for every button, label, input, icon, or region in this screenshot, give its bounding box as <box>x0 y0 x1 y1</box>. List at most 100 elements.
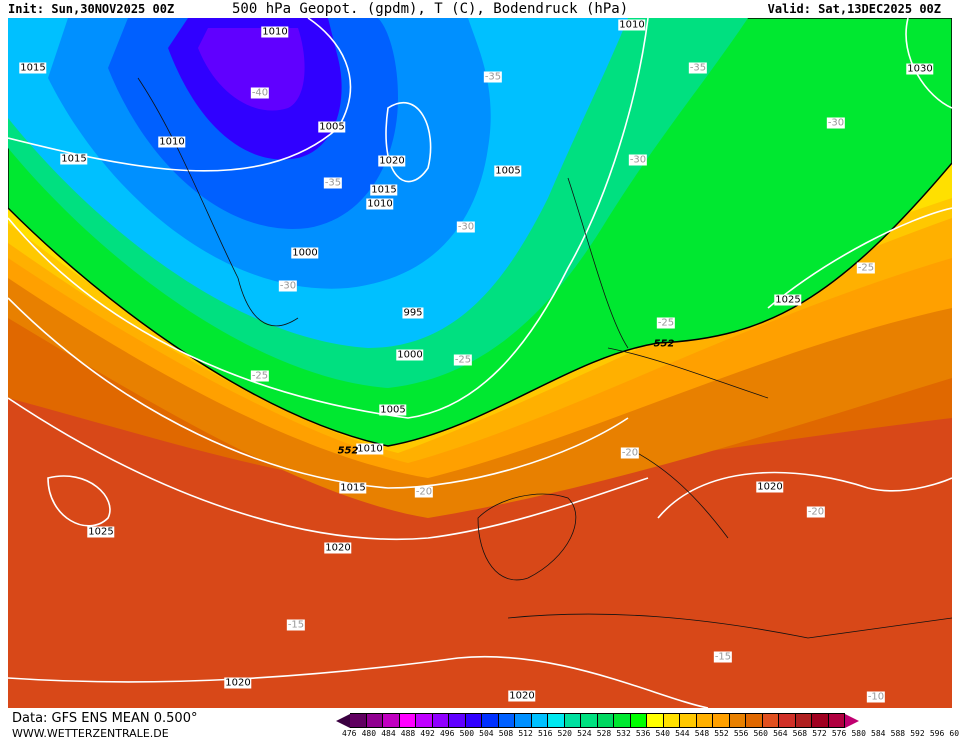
website-url: WWW.WETTERZENTRALE.DE <box>12 727 169 740</box>
legend-swatch <box>779 713 796 728</box>
legend-swatch <box>795 713 812 728</box>
legend-tick: 596 <box>929 729 945 738</box>
legend-swatch <box>828 713 845 728</box>
legend-swatch <box>548 713 565 728</box>
isotherm-label: -25 <box>856 262 876 274</box>
legend-tick: 560 <box>753 729 768 738</box>
data-source: Data: GFS ENS MEAN 0.500° <box>12 711 198 726</box>
isotherm-label: -35 <box>323 177 343 189</box>
isotherm-label: -10 <box>866 691 886 703</box>
isobar-label: 1010 <box>618 19 646 31</box>
isobar-label: 1005 <box>379 404 407 416</box>
isobar-label: 1005 <box>494 165 522 177</box>
legend-swatch <box>399 713 416 728</box>
legend-swatch <box>762 713 779 728</box>
legend-swatch <box>812 713 829 728</box>
geopotential-label: 552 <box>337 445 359 457</box>
legend-tick: 524 <box>577 729 592 738</box>
coastlines <box>137 77 952 639</box>
isotherm-label: -15 <box>713 651 733 663</box>
isobar-label: 1000 <box>291 247 319 259</box>
legend-swatch <box>498 713 515 728</box>
isotherm-label: -25 <box>250 370 270 382</box>
map-canvas <box>8 18 952 708</box>
legend-tick: 588 <box>890 729 906 738</box>
legend-tick: 580 <box>851 729 866 738</box>
isobar-label: 1015 <box>19 62 47 74</box>
legend-swatch <box>647 713 664 728</box>
legend-tick: 536 <box>635 729 651 738</box>
isotherm-label: -40 <box>250 87 270 99</box>
legend-tick: 552 <box>714 729 729 738</box>
legend-tick: 576 <box>831 729 847 738</box>
isobar-label: 1020 <box>508 690 536 702</box>
legend-arrow-high <box>845 713 859 728</box>
isotherm-label: -35 <box>688 62 708 74</box>
legend-tick: 592 <box>910 729 925 738</box>
legend-swatch <box>383 713 400 728</box>
legend-tick: 532 <box>616 729 631 738</box>
legend-tick: 540 <box>655 729 670 738</box>
legend-tick: 508 <box>498 729 514 738</box>
legend-arrow-low <box>336 713 350 728</box>
legend-swatch <box>581 713 598 728</box>
isotherm-label: -25 <box>453 354 473 366</box>
legend-tick: 480 <box>361 729 377 738</box>
legend-swatch <box>449 713 466 728</box>
legend-tick: 488 <box>400 729 416 738</box>
legend-tick: 600 <box>949 729 959 738</box>
legend-tick: 516 <box>537 729 553 738</box>
isobar-label: 1010 <box>356 443 384 455</box>
isobar-label: 1025 <box>87 526 115 538</box>
legend-swatch <box>564 713 581 728</box>
isobar-label: 1020 <box>224 677 252 689</box>
band-500 <box>198 28 305 111</box>
legend-swatch <box>597 713 614 728</box>
isotherm-label: -30 <box>628 154 648 166</box>
isobar-label: 1000 <box>396 349 424 361</box>
isobar-label: 1010 <box>261 26 289 38</box>
isotherm-label: -25 <box>656 317 676 329</box>
isobar-label: 1020 <box>756 481 784 493</box>
legend-tick: 496 <box>439 729 455 738</box>
isobar-label: 1010 <box>366 198 394 210</box>
legend-tick: 476 <box>342 729 357 738</box>
isotherm-label: -35 <box>483 71 503 83</box>
legend-swatch <box>482 713 499 728</box>
valid-time: Valid: Sat,13DEC2025 00Z <box>767 2 941 16</box>
legend-tick: 544 <box>675 729 690 738</box>
legend-swatch <box>630 713 647 728</box>
legend-swatch <box>729 713 746 728</box>
isotherm-label: -20 <box>414 486 434 498</box>
legend-swatch <box>696 713 713 728</box>
legend-swatch <box>515 713 532 728</box>
isotherm-label: -30 <box>278 280 298 292</box>
isobar-label: 1015 <box>370 184 398 196</box>
isotherm-label: -20 <box>620 447 640 459</box>
map-title: 500 hPa Geopot. (gpdm), T (C), Bodendruc… <box>232 1 629 17</box>
isobar-label: 1010 <box>158 136 186 148</box>
legend-swatch <box>465 713 482 728</box>
isobar-label: 1015 <box>339 482 367 494</box>
init-time: Init: Sun,30NOV2025 00Z <box>8 2 175 16</box>
legend-swatch <box>416 713 433 728</box>
isotherm-label: -30 <box>826 117 846 129</box>
isobars <box>8 18 952 708</box>
legend-tick: 504 <box>479 729 494 738</box>
isobar-label: 1005 <box>318 121 346 133</box>
legend-swatch <box>366 713 383 728</box>
isotherm-label: -30 <box>456 221 476 233</box>
legend-swatch <box>680 713 697 728</box>
legend-tick: 564 <box>773 729 788 738</box>
legend-tick: 520 <box>557 729 572 738</box>
isotherm-label: -20 <box>806 506 826 518</box>
legend-swatch <box>713 713 730 728</box>
color-legend <box>336 713 859 728</box>
legend-tick: 500 <box>459 729 475 738</box>
isobar-label: 995 <box>402 307 424 319</box>
legend-tick: 556 <box>733 729 749 738</box>
isobar-label: 1020 <box>324 542 352 554</box>
legend-tick: 512 <box>518 729 533 738</box>
legend-swatch <box>614 713 631 728</box>
